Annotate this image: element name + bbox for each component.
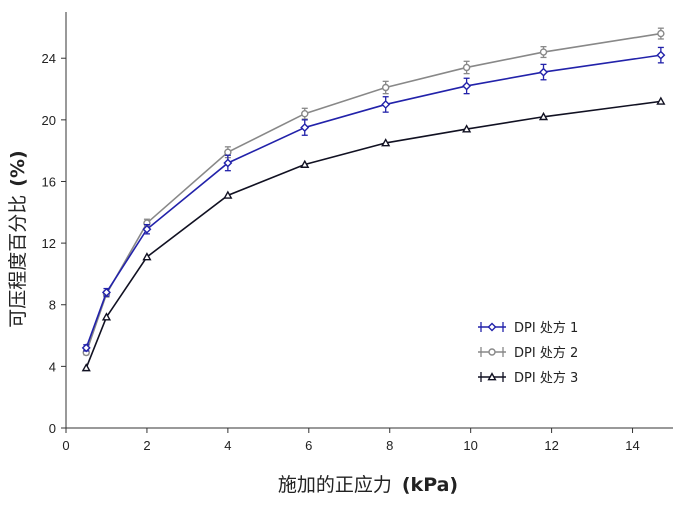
data-point [539, 67, 548, 77]
y-tick-label: 16 [42, 174, 56, 189]
legend-marker [487, 322, 497, 332]
data-point [142, 252, 152, 261]
series-1 [81, 46, 666, 353]
data-point [81, 363, 91, 372]
x-tick-label: 6 [305, 438, 312, 453]
data-point [381, 138, 391, 147]
data-point [300, 159, 310, 168]
legend-label: DPI 处方 2 [514, 345, 578, 361]
data-point [224, 148, 232, 156]
svg-text:施加的正应力(kPa): 施加的正应力 (kPa) [278, 474, 458, 496]
series-line [85, 32, 661, 353]
legend: DPI 处方 1 DPI 处方 2 DPI 处方 3 [478, 320, 578, 386]
svg-text:可压程度百分比(%): 可压程度百分比 (%) [7, 150, 29, 327]
data-point [462, 124, 472, 133]
data-point [656, 96, 666, 105]
x-tick-label: 4 [224, 438, 231, 453]
legend-item: DPI 处方 2 [478, 345, 578, 361]
data-point [381, 83, 390, 92]
y-tick-label: 8 [49, 298, 56, 313]
data-point [81, 343, 91, 353]
x-axis-unit: (kPa) [402, 474, 458, 496]
data-point [101, 312, 112, 321]
series-2 [82, 27, 665, 357]
x-axis-title: 施加的正应力 (kPa) [278, 474, 458, 496]
y-axis-label: 可压程度百分比 [7, 195, 29, 328]
data-point [539, 48, 548, 56]
legend-marker [487, 372, 497, 381]
y-tick-label: 12 [42, 236, 56, 251]
x-axis-label: 施加的正应力 [278, 474, 392, 496]
x-tick-label: 0 [62, 438, 69, 453]
legend-marker [488, 348, 496, 356]
x-tick-label: 2 [143, 438, 150, 453]
data-point [101, 287, 111, 297]
legend-label: DPI 处方 1 [514, 320, 578, 336]
y-tick-label: 0 [49, 421, 56, 436]
data-point [462, 81, 472, 91]
x-ticks: 0 2 4 6 8 10 12 14 [62, 428, 640, 453]
y-tick-label: 24 [42, 51, 56, 66]
series-layer [81, 27, 666, 372]
x-tick-label: 8 [386, 438, 393, 453]
legend-item: DPI 处方 1 [478, 320, 578, 336]
y-axis-title: 可压程度百分比 (%) [7, 150, 29, 327]
y-tick-label: 20 [42, 113, 56, 128]
data-point [656, 50, 666, 60]
legend-label: DPI 处方 3 [514, 370, 578, 386]
data-point [657, 29, 665, 38]
y-tick-label: 4 [49, 359, 56, 374]
y-ticks: 0 4 8 12 16 20 24 [42, 51, 66, 436]
y-axis-unit: (%) [7, 150, 29, 186]
data-point [223, 158, 233, 168]
series-3 [81, 96, 666, 372]
x-tick-label: 10 [463, 438, 477, 453]
legend-item: DPI 处方 3 [478, 370, 578, 386]
data-point [301, 109, 309, 118]
data-point [223, 190, 233, 199]
data-point [300, 123, 310, 133]
data-point [538, 111, 549, 121]
x-tick-label: 14 [625, 438, 639, 453]
x-tick-label: 12 [544, 438, 558, 453]
data-point [142, 224, 152, 234]
data-point [381, 99, 391, 109]
data-point [462, 63, 471, 72]
